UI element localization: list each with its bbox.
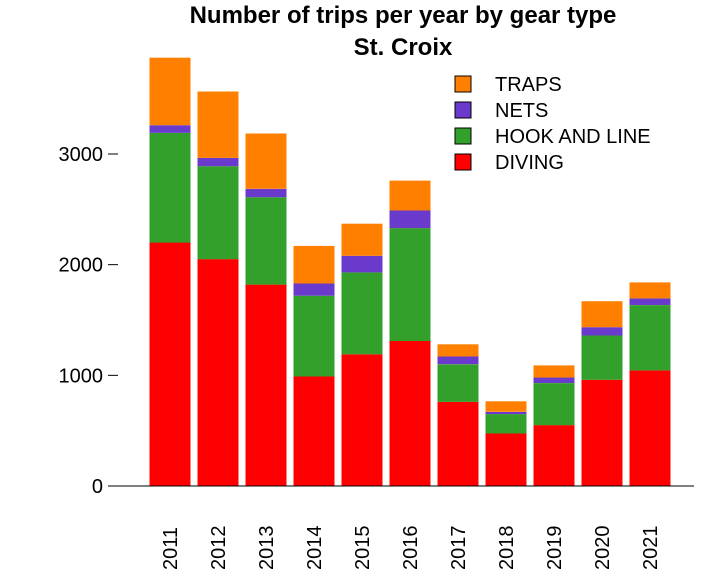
bar-nets-2020 xyxy=(581,327,623,336)
bar-diving-2013 xyxy=(245,284,287,486)
bars-group xyxy=(149,57,671,486)
legend-label-hook-and-line: HOOK AND LINE xyxy=(495,126,651,148)
bar-traps-2015 xyxy=(341,223,383,256)
bar-hook-and-line-2015 xyxy=(341,272,383,355)
x-tick-label: 2013 xyxy=(256,526,278,571)
legend-label-diving: DIVING xyxy=(495,152,564,174)
bar-traps-2014 xyxy=(293,245,335,284)
bar-nets-2017 xyxy=(437,356,479,365)
x-tick-label: 2011 xyxy=(160,527,182,570)
bar-hook-and-line-2021 xyxy=(629,305,671,371)
legend-swatch-hook-and-line xyxy=(454,127,472,145)
bar-diving-2015 xyxy=(341,354,383,486)
bar-hook-and-line-2013 xyxy=(245,197,287,285)
bar-diving-2014 xyxy=(293,376,335,486)
bar-traps-2018 xyxy=(485,401,527,412)
y-tick-label: 0 xyxy=(92,476,103,498)
bar-traps-2012 xyxy=(197,91,239,158)
bar-nets-2011 xyxy=(149,125,191,133)
legend-label-traps: TRAPS xyxy=(495,74,562,96)
bar-traps-2021 xyxy=(629,282,671,299)
legend-swatch-nets xyxy=(454,101,472,119)
bar-hook-and-line-2011 xyxy=(149,133,191,243)
bar-diving-2017 xyxy=(437,401,479,486)
y-tick-label: 2000 xyxy=(59,255,104,277)
bar-traps-2019 xyxy=(533,365,575,378)
bar-diving-2016 xyxy=(389,341,431,486)
legend: TRAPS NETS HOOK AND LINE DIVING xyxy=(454,74,651,174)
bar-diving-2021 xyxy=(629,370,671,486)
bar-hook-and-line-2016 xyxy=(389,228,431,341)
y-tick-label: 1000 xyxy=(59,365,104,387)
x-tick-label: 2017 xyxy=(448,526,470,571)
bar-hook-and-line-2017 xyxy=(437,364,479,402)
x-tick-label: 2012 xyxy=(208,526,230,571)
legend-label-nets: NETS xyxy=(495,100,548,122)
x-tick-label: 2016 xyxy=(400,526,422,571)
x-tick-label: 2021 xyxy=(640,526,662,571)
legend-swatch-diving xyxy=(454,153,472,171)
y-tick-label: 3000 xyxy=(59,144,104,166)
bar-hook-and-line-2012 xyxy=(197,166,239,260)
bar-diving-2020 xyxy=(581,379,623,486)
x-tick-label: 2020 xyxy=(592,526,614,571)
bar-hook-and-line-2014 xyxy=(293,295,335,377)
bar-hook-and-line-2020 xyxy=(581,335,623,380)
bar-hook-and-line-2018 xyxy=(485,414,527,434)
bar-diving-2019 xyxy=(533,425,575,486)
bar-nets-2018 xyxy=(485,411,527,415)
bar-traps-2011 xyxy=(149,57,191,126)
bar-nets-2012 xyxy=(197,157,239,167)
bar-diving-2018 xyxy=(485,433,527,486)
bar-traps-2017 xyxy=(437,344,479,357)
bar-nets-2019 xyxy=(533,377,575,383)
legend-swatch-traps xyxy=(454,75,472,93)
bar-nets-2021 xyxy=(629,298,671,305)
bar-diving-2011 xyxy=(149,242,191,486)
bar-nets-2015 xyxy=(341,255,383,273)
bar-diving-2012 xyxy=(197,259,239,486)
axes-group: 2011 2012 2013 2014 2015 2016 2017 2018 2019 2020… xyxy=(59,144,694,571)
bar-hook-and-line-2019 xyxy=(533,383,575,426)
bar-traps-2020 xyxy=(581,301,623,328)
x-tick-label: 2014 xyxy=(304,526,326,571)
x-tick-label: 2018 xyxy=(496,526,518,571)
bar-nets-2014 xyxy=(293,283,335,296)
x-tick-label: 2019 xyxy=(544,526,566,571)
chart-subtitle: St. Croix xyxy=(354,34,453,61)
x-tick-label: 2015 xyxy=(352,526,374,571)
chart-title: Number of trips per year by gear type xyxy=(190,2,617,29)
bar-traps-2013 xyxy=(245,133,287,189)
bar-nets-2013 xyxy=(245,188,287,198)
bar-nets-2016 xyxy=(389,210,431,229)
bar-traps-2016 xyxy=(389,180,431,211)
